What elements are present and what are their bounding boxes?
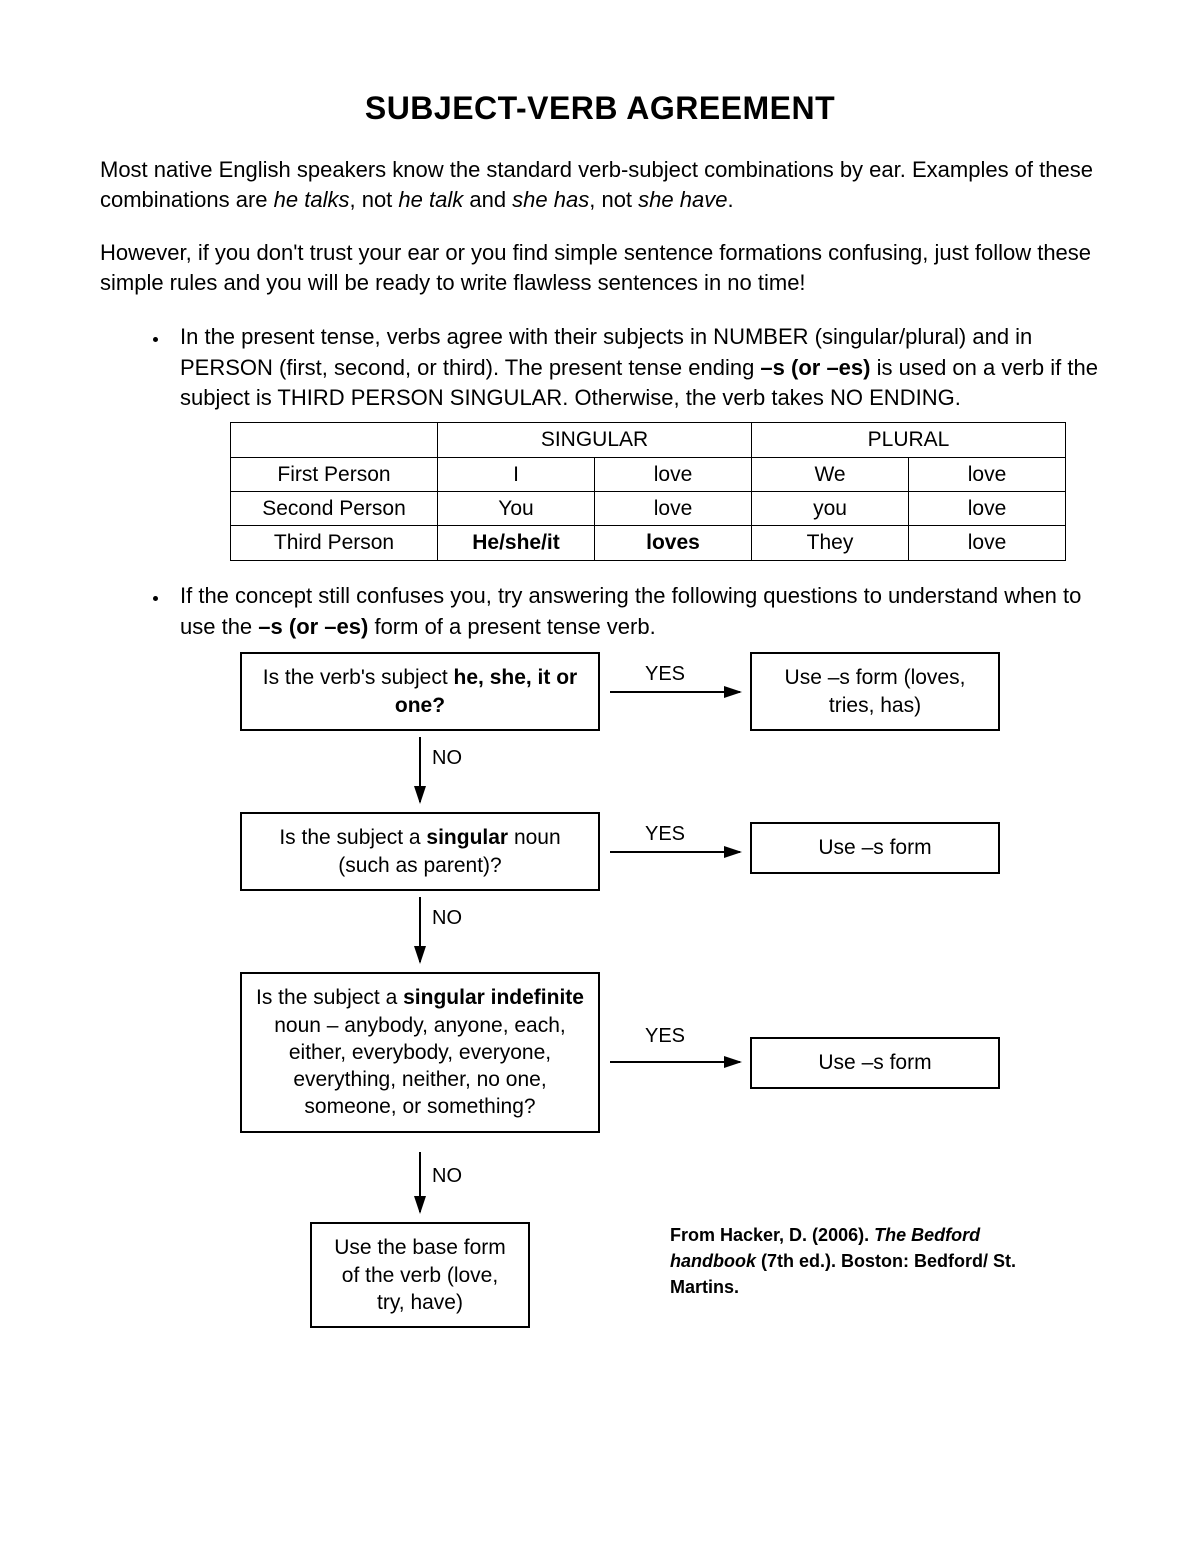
table-cell: First Person (231, 457, 438, 491)
bold: singular indefinite (403, 986, 584, 1009)
text: , not (589, 187, 638, 212)
text: , not (349, 187, 398, 212)
italic: he talks (274, 187, 350, 212)
conjugation-table: SINGULAR PLURAL First Person I love We l… (230, 422, 1066, 561)
table-cell: love (909, 526, 1066, 560)
text: and (463, 187, 512, 212)
yes-label: YES (645, 660, 685, 688)
bold: –s (or –es) (258, 614, 368, 639)
text: form of a present tense verb. (368, 614, 655, 639)
text: noun – anybody, anyone, each, either, ev… (274, 1014, 566, 1119)
table-cell: He/she/it (438, 526, 595, 560)
text: From Hacker, D. (2006). (670, 1225, 874, 1245)
intro-paragraph-1: Most native English speakers know the st… (100, 155, 1100, 214)
flowchart: Is the verb's subject he, she, it or one… (180, 652, 1100, 1312)
bold: –s (or –es) (760, 355, 870, 380)
flow-answer-2: Use –s form (750, 822, 1000, 873)
table-cell: love (909, 491, 1066, 525)
page-title: SUBJECT-VERB AGREEMENT (100, 90, 1100, 127)
no-label: NO (432, 1162, 462, 1190)
table-cell: You (438, 491, 595, 525)
bullet-1: In the present tense, verbs agree with t… (170, 322, 1100, 561)
table-cell: love (909, 457, 1066, 491)
table-cell: loves (595, 526, 752, 560)
text: Is the subject a (279, 826, 426, 849)
italic: she has (512, 187, 589, 212)
intro-paragraph-2: However, if you don't trust your ear or … (100, 238, 1100, 297)
table-cell: love (595, 457, 752, 491)
text: . (727, 187, 733, 212)
table-cell (231, 423, 438, 457)
text: Is the subject a (256, 986, 403, 1009)
table-cell: you (752, 491, 909, 525)
yes-label: YES (645, 820, 685, 848)
flow-final: Use the base form of the verb (love, try… (310, 1222, 530, 1328)
citation: From Hacker, D. (2006). The Bedford hand… (670, 1222, 1030, 1300)
table-header: PLURAL (752, 423, 1066, 457)
table-cell: Third Person (231, 526, 438, 560)
flow-question-2: Is the subject a singular noun (such as … (240, 812, 600, 891)
table-cell: love (595, 491, 752, 525)
flow-answer-1: Use –s form (loves, tries, has) (750, 652, 1000, 731)
text: Is the verb's subject (263, 666, 454, 689)
flow-question-1: Is the verb's subject he, she, it or one… (240, 652, 600, 731)
flow-answer-3: Use –s form (750, 1037, 1000, 1088)
table-cell: We (752, 457, 909, 491)
table-cell: I (438, 457, 595, 491)
no-label: NO (432, 744, 462, 772)
bullet-2: If the concept still confuses you, try a… (170, 581, 1100, 1313)
no-label: NO (432, 904, 462, 932)
bold: singular (426, 826, 508, 849)
table-cell: Second Person (231, 491, 438, 525)
yes-label: YES (645, 1022, 685, 1050)
italic: he talk (398, 187, 463, 212)
table-cell: They (752, 526, 909, 560)
table-header: SINGULAR (438, 423, 752, 457)
italic: she have (638, 187, 727, 212)
flow-question-3: Is the subject a singular indefinite nou… (240, 972, 600, 1132)
